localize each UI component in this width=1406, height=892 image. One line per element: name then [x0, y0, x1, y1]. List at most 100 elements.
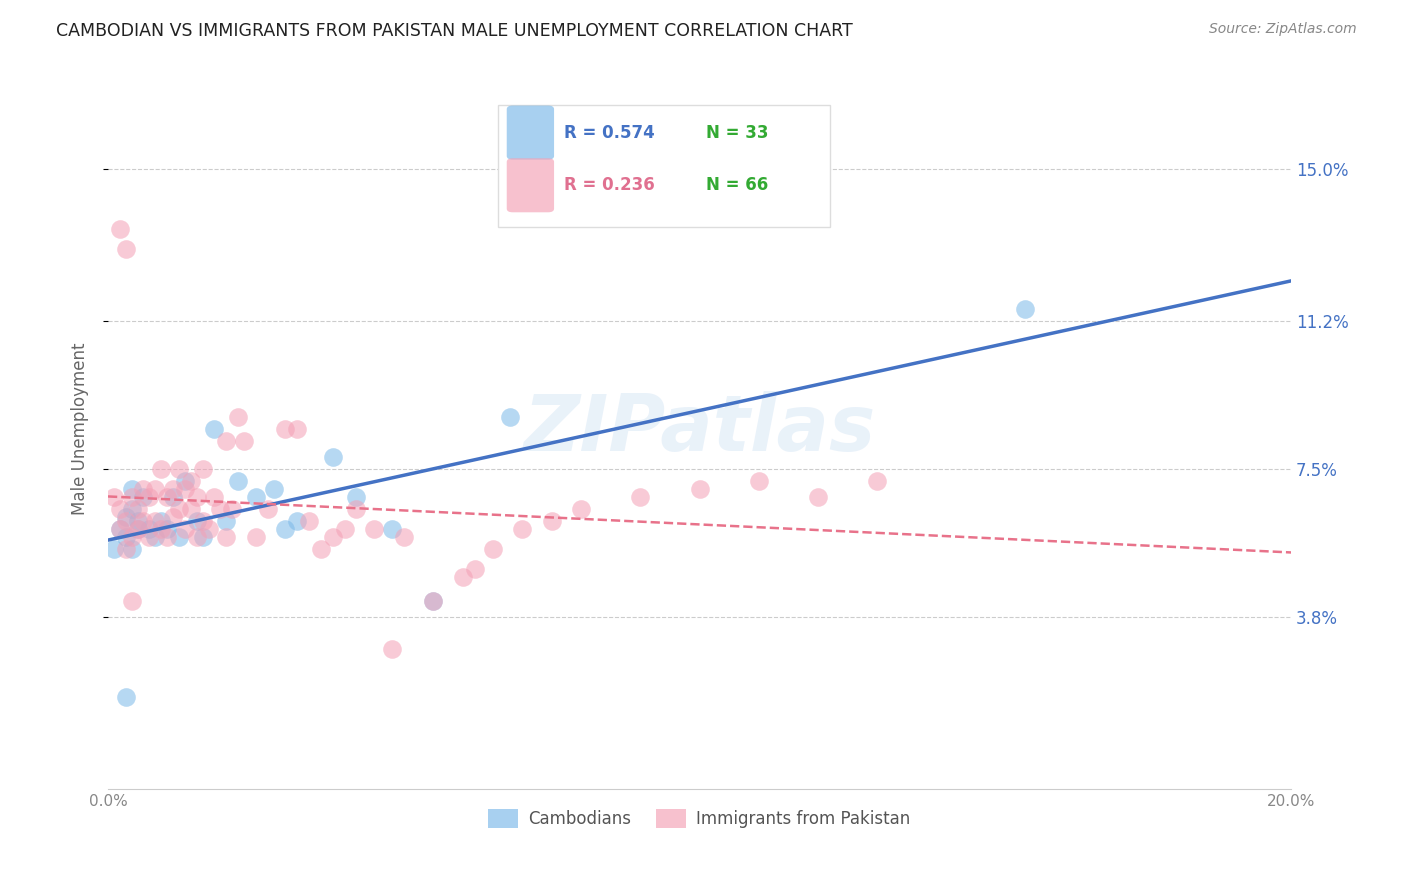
Point — [167, 502, 190, 516]
FancyBboxPatch shape — [506, 105, 554, 160]
Point — [174, 482, 197, 496]
Point — [285, 422, 308, 436]
Point — [180, 474, 202, 488]
Point — [156, 530, 179, 544]
Point — [451, 570, 474, 584]
Point — [186, 490, 208, 504]
Point — [499, 409, 522, 424]
Point — [422, 594, 444, 608]
Point — [127, 522, 149, 536]
Point — [197, 522, 219, 536]
Text: N = 66: N = 66 — [706, 177, 768, 194]
Point — [138, 490, 160, 504]
Point — [226, 474, 249, 488]
Point — [510, 522, 533, 536]
Point — [209, 502, 232, 516]
Point — [108, 502, 131, 516]
Point — [143, 514, 166, 528]
FancyBboxPatch shape — [506, 158, 554, 212]
Point — [156, 522, 179, 536]
Point — [121, 530, 143, 544]
Point — [143, 530, 166, 544]
Point — [150, 462, 173, 476]
Point — [569, 502, 592, 516]
Point — [807, 490, 830, 504]
Point — [204, 490, 226, 504]
Point — [114, 510, 136, 524]
Point — [540, 514, 562, 528]
Text: N = 33: N = 33 — [706, 124, 768, 142]
Point — [108, 221, 131, 235]
Point — [464, 562, 486, 576]
Point — [174, 522, 197, 536]
Point — [215, 434, 238, 448]
Point — [121, 490, 143, 504]
Point — [191, 462, 214, 476]
Point — [108, 522, 131, 536]
Y-axis label: Male Unemployment: Male Unemployment — [72, 343, 89, 515]
Point — [121, 502, 143, 516]
Point — [138, 530, 160, 544]
Point — [114, 530, 136, 544]
Point — [143, 482, 166, 496]
Point — [167, 462, 190, 476]
Point — [285, 514, 308, 528]
Legend: Cambodians, Immigrants from Pakistan: Cambodians, Immigrants from Pakistan — [482, 803, 917, 835]
Point — [630, 490, 652, 504]
Point — [114, 541, 136, 556]
Point — [309, 541, 332, 556]
Point — [215, 530, 238, 544]
Point — [132, 514, 155, 528]
Point — [167, 530, 190, 544]
Point — [298, 514, 321, 528]
Point — [422, 594, 444, 608]
Point — [162, 482, 184, 496]
Point — [186, 530, 208, 544]
Point — [127, 522, 149, 536]
Text: R = 0.236: R = 0.236 — [564, 177, 654, 194]
Point — [748, 474, 770, 488]
Point — [381, 522, 404, 536]
Point — [322, 530, 344, 544]
Point — [186, 514, 208, 528]
Point — [245, 490, 267, 504]
Point — [150, 514, 173, 528]
Point — [138, 522, 160, 536]
Point — [322, 450, 344, 464]
Point — [114, 242, 136, 256]
Point — [103, 541, 125, 556]
Point — [121, 594, 143, 608]
Point — [114, 690, 136, 705]
Point — [274, 522, 297, 536]
Point — [1014, 301, 1036, 316]
Point — [150, 522, 173, 536]
Point — [866, 474, 889, 488]
Point — [481, 541, 503, 556]
Point — [174, 474, 197, 488]
Point — [226, 409, 249, 424]
Point — [121, 482, 143, 496]
Point — [127, 514, 149, 528]
Point — [121, 541, 143, 556]
Point — [204, 422, 226, 436]
Text: ZIPatlas: ZIPatlas — [523, 391, 876, 467]
Point — [132, 490, 155, 504]
Point — [114, 514, 136, 528]
Point — [245, 530, 267, 544]
Point — [162, 490, 184, 504]
FancyBboxPatch shape — [499, 104, 830, 227]
Point — [221, 502, 243, 516]
Point — [156, 490, 179, 504]
Point — [103, 490, 125, 504]
Text: CAMBODIAN VS IMMIGRANTS FROM PAKISTAN MALE UNEMPLOYMENT CORRELATION CHART: CAMBODIAN VS IMMIGRANTS FROM PAKISTAN MA… — [56, 22, 853, 40]
Point — [346, 490, 368, 504]
Text: Source: ZipAtlas.com: Source: ZipAtlas.com — [1209, 22, 1357, 37]
Point — [127, 502, 149, 516]
Point — [191, 514, 214, 528]
Point — [392, 530, 415, 544]
Point — [215, 514, 238, 528]
Point — [162, 510, 184, 524]
Point — [191, 530, 214, 544]
Point — [346, 502, 368, 516]
Point — [689, 482, 711, 496]
